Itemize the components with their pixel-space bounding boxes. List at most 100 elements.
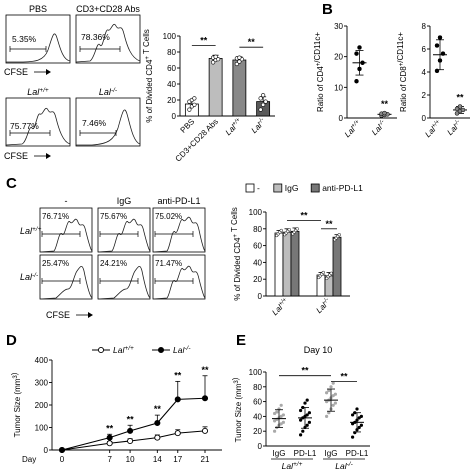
- chart-b1-point-0-3: [354, 51, 359, 56]
- c-bar-0-0: [274, 232, 284, 297]
- c-ylabel-sup-1: +: [233, 234, 239, 238]
- c-cell-box-r0-c0: [39, 207, 93, 253]
- e-point-0-4: [281, 420, 285, 424]
- c-ytick-label-3: 60: [253, 242, 262, 251]
- a-ytick-label-3: 60: [167, 64, 176, 73]
- d-legend-marker-1: [157, 346, 165, 354]
- c-cell-box-r1-c0: [39, 254, 93, 300]
- d-point-0-3: [154, 434, 161, 441]
- chart-c-bar: % of Divided CD4+ T Cells 0 20 40 60 80 100 - Ig…: [230, 183, 363, 317]
- c-cell-value-r1-c0: 25.47%: [42, 259, 69, 268]
- e-point-1-0: [299, 433, 303, 437]
- c-cell-trace-r1-c2: [152, 265, 206, 300]
- e-xtick-label-0: IgG: [273, 449, 286, 458]
- hist-title-lalko: Lal-/-: [99, 87, 118, 97]
- a-ytick-label-4: 80: [167, 48, 176, 57]
- e-point-0-13: [279, 403, 283, 407]
- c-ylabel-part-0: % of Divided: [233, 254, 242, 301]
- histogram-box-lalwt: [5, 97, 71, 147]
- hist-value-cd3: 78.36%: [81, 32, 110, 42]
- e-title: Day 10: [304, 345, 333, 355]
- chart-d-line: Tumor Size (mm3) 0 100 200 300 400 0 7 10 14 17 21 D…: [10, 345, 222, 464]
- d-ytick-label-3: 300: [35, 379, 49, 388]
- c-row-label-lalko-sup: -/-: [32, 272, 39, 279]
- e-point-1-3: [305, 423, 309, 427]
- e-point-3-3: [357, 425, 361, 430]
- chart-b1-point-0-1: [357, 66, 362, 72]
- d-series-line-0: [61, 430, 206, 451]
- c-ylabel-part-2: T Cells: [230, 207, 239, 234]
- chart-b1-xtick-label-1: Lal-/-: [370, 119, 388, 137]
- c-sig-label-0: **: [300, 210, 308, 220]
- e-ylabel-sup-1: 3: [234, 380, 240, 384]
- e-point-2-1: [327, 411, 331, 415]
- a-xtick-label-0: PBS: [179, 117, 197, 135]
- chart-b2-ytick-label-3: 6: [422, 45, 427, 54]
- chart-b2-point-1-2: [460, 107, 466, 113]
- a-point-3-2: [263, 99, 268, 104]
- chart-b1-ytick-label-1: 10: [334, 83, 343, 92]
- a-point-2-4: [237, 55, 242, 60]
- a-xtick-label-3: Lal-/-: [250, 117, 268, 135]
- hist-title-lalko-text: Lal: [99, 87, 112, 97]
- chart-b1-ylabel-part-1: CD4: [316, 66, 325, 83]
- d-ytick-label-0: 0: [44, 446, 49, 455]
- e-ytick-label-5: 100: [249, 368, 263, 377]
- e-point-1-13: [305, 398, 309, 402]
- histogram-trace-lalwt: [5, 107, 71, 146]
- e-point-3-10: [351, 413, 355, 417]
- e-ytick-label-3: 60: [253, 398, 262, 407]
- a-ylabel-sup-1: +: [145, 56, 151, 60]
- e-point-1-8: [305, 413, 309, 417]
- e-point-1-12: [303, 401, 307, 405]
- d-ytick-label-1: 100: [35, 424, 49, 433]
- c-histogram-cells: 76.71% 75.67% 75.02% 25.47% 24.21% 71.47%: [39, 207, 206, 300]
- e-ylabel-part-1: mm: [234, 383, 243, 397]
- e-group-label-1-base: Lal: [335, 461, 347, 471]
- d-series-line-1: [61, 397, 206, 451]
- a-point-1-0: [211, 60, 216, 65]
- d-point-1-1: [106, 434, 113, 441]
- hist-title-lalwt-text: Lal: [27, 87, 40, 97]
- panel-letter-e: E: [236, 332, 246, 349]
- hist-value-lalwt: 75.77%: [10, 121, 39, 131]
- c-ytick-label-5: 100: [249, 208, 263, 217]
- histogram-trace-pbs: [6, 33, 71, 63]
- chart-b-cd8-ratio: Ratio of CD8+/CD11c+ 0 2 4 6 8 Lal+/+ Lal-/- **: [396, 22, 470, 139]
- d-ytick-label-2: 200: [35, 401, 49, 410]
- chart-b1-ytick-label-0: 0: [339, 114, 344, 123]
- c-cell-value-r0-c0: 76.71%: [42, 212, 69, 221]
- e-point-1-10: [299, 408, 303, 413]
- chart-b1-xtick-label-0-sup: +/+: [350, 119, 361, 130]
- c-col-header-0: -: [65, 196, 68, 206]
- c-cell-r0-c0: 76.71%: [39, 207, 93, 253]
- panel-c-histograms: - IgG anti-PD-L1 Lal+/+ Lal-/- 76.71% 75.…: [20, 196, 206, 320]
- a-point-3-3: [258, 96, 263, 101]
- d-sig-label-3: **: [174, 370, 182, 380]
- d-ylabel-part-0: Tumor Size (: [13, 392, 22, 438]
- d-sig-label-4: **: [201, 365, 209, 375]
- c-ytick-label-0: 0: [258, 292, 263, 301]
- chart-b2-ytick-label-1: 2: [422, 91, 427, 100]
- c-sig-label-1: **: [325, 219, 333, 229]
- c-point-0-2-3: [295, 227, 299, 231]
- a-xtick-label-1: CD3+CD28 Abs: [174, 117, 220, 163]
- e-point-2-3: [331, 403, 335, 407]
- c-col-header-1: IgG: [117, 196, 132, 206]
- c-cell-r0-c1: 75.67%: [97, 207, 151, 253]
- chart-b1-ylabel-part-2: /CD11c+: [313, 32, 322, 63]
- e-ylabel-part-0: Tumor Size (: [234, 397, 243, 443]
- e-group-label-1-sup: -/-: [347, 461, 354, 468]
- a-ytick-label-1: 20: [167, 96, 176, 105]
- d-legend-label-0-sup: +/+: [124, 345, 134, 352]
- e-group-label-0-base: Lal: [282, 461, 294, 471]
- chart-b2-ylabel-part-1: CD8: [399, 66, 408, 83]
- chart-b2-sig-label: **: [456, 93, 464, 103]
- c-row-label-lalwt: Lal+/+: [20, 226, 42, 236]
- c-bar-0-1: [282, 231, 292, 297]
- chart-e-scatter: Day 10 Tumor Size (mm3) 0 20 40 60 80 100 IgG PD-…: [231, 345, 370, 471]
- c-bar-1-2: [332, 236, 342, 297]
- d-xtick-label-3: 14: [153, 455, 162, 464]
- d-legend-label-0: Lal+/+: [113, 345, 134, 355]
